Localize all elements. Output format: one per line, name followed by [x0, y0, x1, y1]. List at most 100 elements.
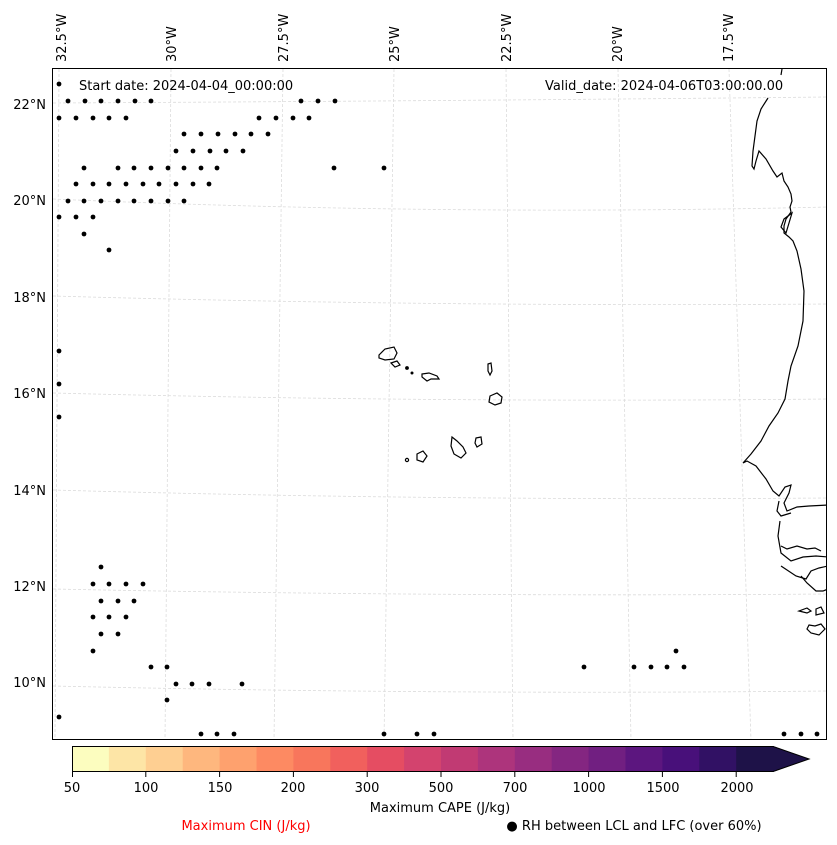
colorbar-segment — [662, 746, 700, 772]
rh-marker — [164, 664, 170, 670]
rh-marker — [414, 731, 420, 737]
rh-legend-label: RH between LCL and LFC (over 60%) — [521, 819, 762, 834]
rh-marker — [73, 181, 79, 187]
rh-marker — [198, 731, 204, 737]
colorbar-segment — [145, 746, 184, 772]
cb-tick-label: 150 — [207, 781, 233, 796]
rh-marker — [190, 181, 196, 187]
valid-date-annotation: Valid_date: 2024-04-06T03:00:00.00 — [545, 79, 784, 94]
rh-marker — [123, 614, 129, 620]
lon-label-25w: 25°W — [388, 26, 403, 62]
rh-marker — [115, 165, 121, 171]
rh-marker — [90, 181, 96, 187]
rh-marker — [56, 714, 62, 720]
rh-marker — [181, 198, 187, 204]
rh-marker — [98, 631, 104, 637]
cb-tick-label: 500 — [428, 781, 454, 796]
colorbar-segment — [182, 746, 221, 772]
rh-marker — [98, 564, 104, 570]
meridian-17-5w — [728, 69, 752, 739]
rh-marker — [148, 98, 154, 104]
rh-marker — [90, 115, 96, 121]
lon-label-32-5w: 32.5°W — [55, 13, 70, 62]
colorbar-segment — [404, 746, 442, 772]
rh-marker — [198, 131, 204, 137]
rh-marker — [56, 348, 62, 354]
cb-tick-label: 200 — [280, 781, 306, 796]
rh-marker — [214, 165, 220, 171]
rh-marker — [56, 414, 62, 420]
rh-marker — [781, 731, 787, 737]
rh-marker — [207, 148, 213, 154]
rh-marker — [90, 648, 96, 654]
meridian-30w — [164, 69, 172, 739]
rh-marker — [90, 581, 96, 587]
colorbar-segment — [588, 746, 627, 772]
rh-marker — [648, 664, 654, 670]
cape-colorbar — [72, 746, 811, 777]
rh-marker — [90, 214, 96, 220]
rh-marker-icon: ● — [506, 819, 518, 834]
rh-marker — [98, 198, 104, 204]
parallel-18n — [53, 295, 826, 306]
rh-marker — [115, 98, 121, 104]
colorbar-segment — [514, 746, 553, 772]
colorbar-outline — [72, 746, 811, 772]
rh-marker — [232, 131, 238, 137]
cb-tick-label: 1000 — [572, 781, 606, 796]
rh-marker — [131, 598, 137, 604]
lat-label-14n: 14°N — [13, 484, 46, 499]
rh-marker — [814, 731, 820, 737]
rh-marker — [106, 614, 112, 620]
parallel-20n — [53, 198, 826, 211]
lat-label-16n: 16°N — [13, 387, 46, 402]
rh-marker — [165, 198, 171, 204]
island-sal — [487, 362, 493, 377]
rh-marker — [165, 165, 171, 171]
rh-marker — [315, 98, 321, 104]
island-brava — [404, 457, 410, 463]
rh-marker — [298, 98, 304, 104]
cb-tick-label: 700 — [502, 781, 528, 796]
cb-tick-label: 300 — [354, 781, 380, 796]
island-sao-vicente — [389, 360, 401, 368]
rh-marker — [115, 198, 121, 204]
rh-marker — [56, 81, 62, 87]
rh-marker — [181, 165, 187, 171]
lon-label-27-5w: 27.5°W — [277, 13, 292, 62]
rh-marker — [123, 581, 129, 587]
rh-marker — [206, 181, 212, 187]
lat-label-22n: 22°N — [13, 98, 46, 113]
rh-marker — [123, 181, 129, 187]
rh-marker — [98, 98, 104, 104]
rh-marker — [90, 614, 96, 620]
rh-marker — [148, 198, 154, 204]
rh-marker — [56, 214, 62, 220]
colorbar-segment — [477, 746, 516, 772]
rh-marker — [206, 681, 212, 687]
colorbar-segment — [625, 746, 663, 772]
meridian-22-5w — [505, 69, 514, 739]
rh-marker — [65, 98, 71, 104]
rh-marker — [81, 165, 87, 171]
map-canvas — [53, 69, 826, 739]
rh-markers — [56, 81, 820, 737]
rh-marker — [115, 598, 121, 604]
rh-marker — [81, 198, 87, 204]
colorbar-extend-arrow — [773, 746, 810, 772]
rh-marker — [106, 247, 112, 253]
island-santo-antao — [378, 346, 398, 361]
rh-marker — [98, 598, 104, 604]
rh-marker — [131, 198, 137, 204]
colorbar-segment — [219, 746, 258, 772]
rh-marker — [198, 165, 204, 171]
rh-marker — [115, 631, 121, 637]
rh-marker — [123, 115, 129, 121]
rh-marker — [431, 731, 437, 737]
map-panel[interactable]: Start date: 2024-04-04_00:00:00 Valid_da… — [52, 68, 827, 740]
rh-marker — [131, 165, 137, 171]
rh-marker — [631, 664, 637, 670]
colorbar-title: Maximum CAPE (J/kg) — [369, 801, 511, 816]
rh-marker — [73, 214, 79, 220]
rh-marker — [148, 165, 154, 171]
